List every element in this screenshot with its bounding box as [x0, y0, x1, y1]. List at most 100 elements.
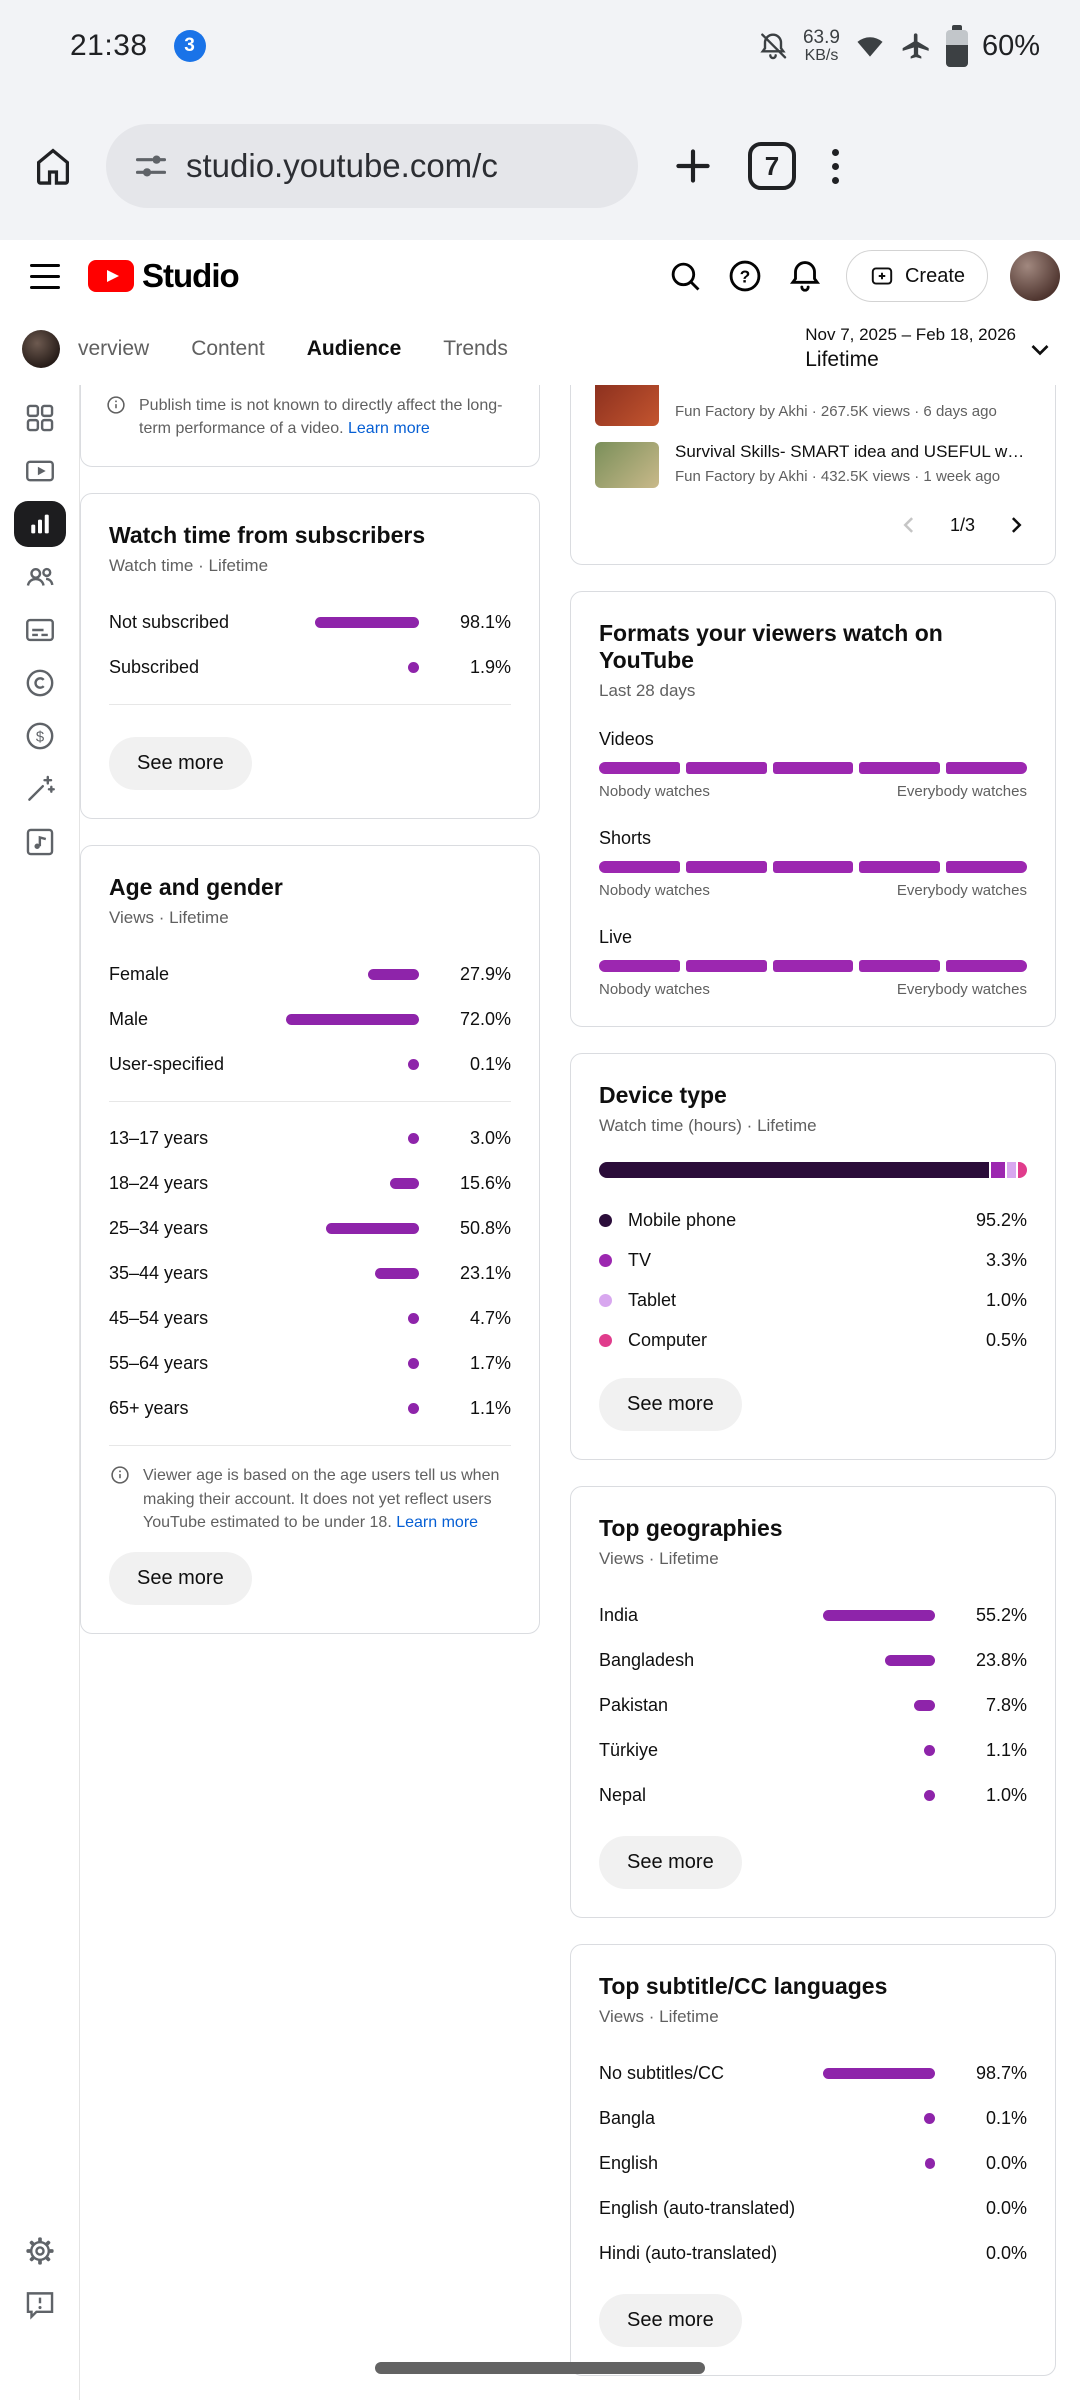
date-range-selector[interactable]: Nov 7, 2025 – Feb 18, 2026 Lifetime [805, 325, 1016, 372]
video-row[interactable]: Fun Factory by Akhi · 267.5K views · 6 d… [595, 380, 1031, 426]
browser-menu-icon[interactable] [826, 143, 845, 190]
top-geographies-card: Top geographies Views · Lifetime India 5… [570, 1486, 1056, 1918]
card-subtitle: Views · Lifetime [109, 908, 229, 928]
channel-avatar[interactable] [22, 329, 60, 368]
nav-send-feedback[interactable] [0, 2277, 79, 2330]
see-more-button[interactable]: See more [599, 1378, 742, 1431]
nav-customization[interactable] [0, 762, 79, 815]
device-bar-segment [599, 1162, 990, 1178]
new-tab-icon[interactable] [668, 141, 718, 191]
format-group-shorts: Shorts Nobody watches Everybody watches [599, 828, 1027, 899]
community-icon [26, 567, 54, 586]
status-bar: 21:38 3 63.9 KB/s 60% [0, 0, 1080, 92]
bar [408, 1313, 419, 1325]
video-title: Survival Skills- SMART idea and USEFUL w… [675, 442, 1025, 461]
dashboard-icon [26, 404, 53, 431]
nav-content[interactable] [0, 444, 79, 497]
pager-next-icon[interactable] [1001, 510, 1031, 540]
stat-row: 18–24 years 15.6% [109, 1173, 511, 1194]
tab-content[interactable]: Content [191, 336, 265, 360]
airplane-mode-icon [900, 30, 932, 62]
video-meta: Fun Factory by Akhi · 432.5K views · 1 w… [675, 468, 1001, 485]
learn-more-link[interactable]: Learn more [348, 420, 430, 438]
menu-icon[interactable] [22, 256, 68, 297]
nav-subtitles[interactable] [0, 603, 79, 656]
bar [885, 1655, 935, 1666]
notifications-off-icon [757, 30, 789, 62]
top-subtitles-card: Top subtitle/CC languages Views · Lifeti… [570, 1944, 1056, 2376]
legend-dot [599, 1213, 612, 1227]
bar [823, 1610, 935, 1621]
site-settings-icon[interactable] [132, 147, 170, 185]
chevron-down-icon[interactable] [1022, 331, 1058, 367]
stat-row: 65+ years 1.1% [109, 1398, 511, 1419]
nav-settings[interactable] [0, 2224, 79, 2277]
nav-analytics-active[interactable] [0, 497, 79, 550]
see-more-button[interactable]: See more [599, 1836, 742, 1889]
bar [315, 617, 419, 629]
content-icon [25, 460, 54, 481]
home-icon[interactable] [30, 143, 76, 189]
legend-dot [599, 1293, 612, 1307]
nav-dashboard[interactable] [0, 391, 79, 444]
url-bar[interactable]: studio.youtube.com/c [106, 124, 638, 208]
tab-trends[interactable]: Trends [443, 336, 508, 360]
bar [390, 1178, 419, 1190]
formats-card: Formats your viewers watch on YouTube La… [570, 591, 1056, 1027]
stat-row: 45–54 years 4.7% [109, 1308, 511, 1329]
stat-row: Hindi (auto-translated) 0.0% [599, 2243, 1027, 2263]
youtube-logo-icon [88, 260, 134, 292]
nav-audio-library[interactable] [0, 815, 79, 868]
search-icon[interactable] [666, 257, 704, 295]
tab-switcher[interactable]: 7 [748, 142, 796, 190]
age-note-text: Viewer age is based on the age users tel… [143, 1467, 500, 1531]
see-more-button[interactable]: See more [109, 737, 252, 791]
nav-copyright[interactable] [0, 656, 79, 709]
see-more-button[interactable]: See more [599, 2294, 742, 2347]
notification-badge-icon: 3 [173, 30, 206, 62]
legend-dot [599, 1333, 612, 1347]
video-row[interactable]: Survival Skills- SMART idea and USEFUL w… [595, 442, 1031, 488]
stat-row: Male 72.0% [109, 1009, 511, 1030]
create-button[interactable]: Create [845, 250, 988, 302]
legend-dot [599, 1253, 612, 1267]
bar [823, 2068, 935, 2079]
subtitles-icon [25, 618, 54, 641]
stat-row: Bangladesh 23.8% [599, 1650, 1027, 1670]
legend-row: Tablet 1.0% [599, 1280, 1027, 1320]
device-bar-segment [1018, 1162, 1027, 1178]
format-bar [599, 960, 1027, 972]
nav-earn[interactable]: $ [0, 709, 79, 762]
stat-row: Türkiye 1.1% [599, 1740, 1027, 1760]
tab-audience[interactable]: Audience [306, 336, 402, 360]
carousel-pager: 1/3 [595, 510, 1031, 544]
pager-prev-icon[interactable] [894, 510, 924, 540]
studio-nav-rail: $ [0, 385, 80, 2400]
card-subtitle: Last 28 days [599, 681, 696, 700]
bar [408, 1133, 419, 1145]
create-icon [871, 267, 893, 285]
analytics-icon [13, 500, 66, 547]
publish-time-note-card: Publish time is not known to directly af… [80, 374, 540, 468]
legend-row: Mobile phone 95.2% [599, 1200, 1027, 1240]
bar [286, 1014, 419, 1026]
stat-row: Subscribed 1.9% [109, 657, 511, 678]
see-more-button[interactable]: See more [109, 1551, 252, 1605]
date-period: Lifetime [805, 348, 879, 371]
learn-more-link[interactable]: Learn more [396, 1513, 479, 1531]
date-range: Nov 7, 2025 – Feb 18, 2026 [805, 325, 1016, 344]
youtube-studio-logo[interactable]: Studio [88, 257, 240, 295]
bar [408, 1358, 419, 1370]
watch-time-card: Watch time from subscribers Watch time ·… [80, 493, 540, 820]
clock: 21:38 [70, 29, 148, 62]
account-avatar[interactable] [1010, 251, 1060, 301]
gesture-navigation-bar[interactable] [375, 2362, 705, 2374]
analytics-tabs: verview Content Audience Trends [78, 331, 508, 367]
help-icon[interactable]: ? [726, 257, 764, 295]
battery-percent: 60% [981, 29, 1040, 62]
tab-overview[interactable]: verview [78, 336, 150, 360]
stat-row: 25–34 years 50.8% [109, 1218, 511, 1239]
nav-community[interactable] [0, 550, 79, 603]
top-videos-card: Fun Factory by Akhi · 267.5K views · 6 d… [570, 360, 1056, 565]
notifications-icon[interactable] [786, 257, 824, 295]
